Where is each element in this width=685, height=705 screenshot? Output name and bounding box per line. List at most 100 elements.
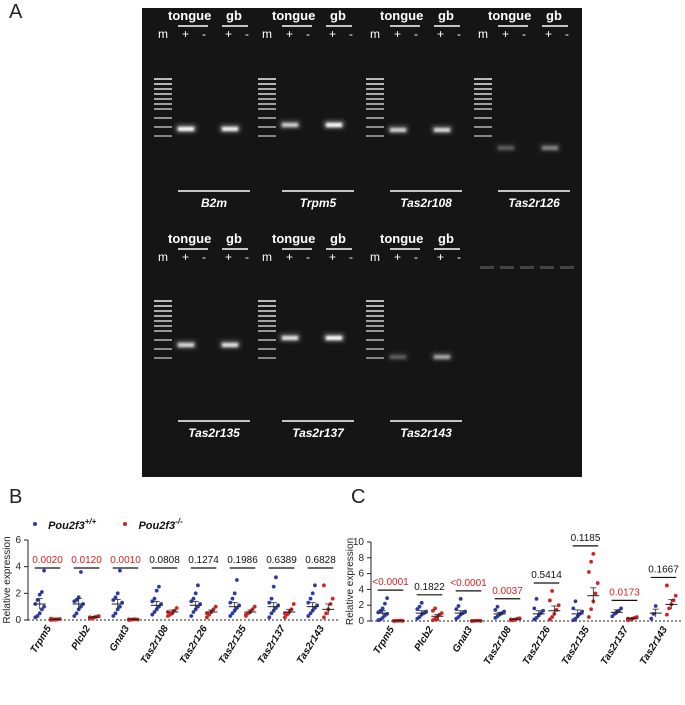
point-wt: [111, 598, 116, 602]
y-tick-label: 6: [358, 569, 364, 580]
p-value-label: 0.1986: [227, 555, 258, 566]
gel-label-tongue: tongue: [488, 8, 531, 23]
gel-ladder-band: [154, 339, 172, 341]
gel-ladder-band: [366, 108, 384, 110]
x-category-label: Tas2r108: [139, 623, 171, 666]
gel-label-lane: +: [437, 27, 444, 41]
point-ko: [439, 611, 444, 615]
gel-ladder-band: [366, 320, 384, 322]
point-ko: [205, 615, 209, 620]
gel-label-tongue: tongue: [380, 231, 423, 246]
gel-ladder-band: [474, 117, 492, 119]
gel-label-lane: +: [286, 27, 293, 41]
gel-label-lane: +: [286, 250, 293, 264]
point-ko: [244, 612, 248, 617]
gel-label-lane: -: [245, 250, 249, 264]
point-ko: [589, 559, 593, 564]
gel-ladder-band: [258, 103, 276, 105]
gel-ladder-band: [474, 103, 492, 105]
point-wt: [228, 600, 233, 605]
point-ko: [595, 581, 600, 585]
gel-ladder-band: [154, 320, 172, 322]
gel-label-lane: +: [182, 27, 189, 41]
gel-band: [282, 123, 298, 127]
point-wt: [35, 614, 40, 618]
point-ko: [665, 583, 669, 588]
point-ko: [550, 615, 554, 619]
point-wt: [113, 595, 118, 600]
point-wt: [580, 609, 584, 614]
gel-gene-label: Tas2r108: [400, 196, 452, 210]
gel-ladder-band: [258, 300, 276, 302]
gel-label-lane: -: [414, 250, 418, 264]
gel-ladder-band: [154, 98, 172, 100]
x-category-label: Gnat3: [108, 623, 133, 653]
gel-ladder-band: [366, 126, 384, 128]
point-ko: [634, 615, 639, 619]
p-value-label: 0.6828: [305, 555, 336, 566]
gel-ladder-band: [154, 88, 172, 90]
gel-label-lane: -: [306, 27, 310, 41]
point-wt: [74, 611, 79, 616]
point-ko: [174, 606, 179, 610]
gel-ladder-band: [258, 315, 276, 317]
gel-label-marker: m: [262, 27, 272, 41]
gel-ladder-band: [154, 126, 172, 128]
legend-ko-dot: [123, 522, 128, 527]
y-tick-label: 0: [358, 616, 364, 627]
gel-ladder-band: [258, 305, 276, 307]
point-wt: [385, 596, 389, 600]
gel-ladder-band: [258, 339, 276, 341]
point-wt: [306, 600, 311, 605]
gel-label-lane: -: [457, 27, 461, 41]
point-wt: [267, 600, 272, 605]
x-category-label: Trpm5: [372, 624, 398, 656]
gel-gene-label: Tas2r126: [508, 196, 560, 210]
x-category-label: Tas2r143: [295, 623, 327, 666]
x-category-label: Tas2r135: [217, 623, 249, 666]
gel-band: [178, 127, 194, 131]
point-ko: [591, 551, 596, 556]
point-wt: [79, 604, 83, 609]
point-ko: [283, 615, 287, 620]
y-tick-label: 8: [358, 553, 364, 564]
gel-ladder-band: [154, 103, 172, 105]
point-wt: [271, 584, 276, 589]
gel-label-lane: +: [437, 250, 444, 264]
p-value-label: 0.0173: [609, 587, 640, 598]
gel-label-gb: gb: [438, 231, 454, 246]
gel-label-gb: gb: [226, 231, 242, 246]
gel-ladder-band: [258, 83, 276, 85]
gel-ladder-band: [474, 93, 492, 95]
point-wt: [653, 604, 658, 608]
panel-letter-a: A: [9, 1, 23, 23]
point-wt: [532, 606, 537, 611]
gel-ladder-band: [258, 310, 276, 312]
y-tick-label: 0: [15, 615, 21, 626]
x-category-label: Tas2r137: [599, 624, 631, 667]
point-wt: [40, 590, 44, 594]
point-ko: [548, 598, 552, 603]
point-wt: [150, 612, 155, 617]
legend: Pou2f3+/+ Pou2f3-/-: [33, 517, 183, 532]
gel-ladder-band: [366, 305, 384, 307]
gel-label-lane: +: [225, 250, 232, 264]
point-wt: [193, 607, 198, 612]
p-value-label: 0.0010: [110, 555, 141, 566]
point-wt: [113, 611, 118, 616]
point-ko: [322, 583, 326, 588]
point-ko: [554, 608, 559, 612]
x-category-label: Plcb2: [70, 623, 94, 652]
gel-label-marker: m: [370, 250, 380, 264]
p-value-label: 0.0120: [71, 555, 102, 566]
gel-well: [560, 266, 574, 269]
point-wt: [115, 607, 120, 612]
point-ko: [433, 606, 437, 611]
point-wt: [651, 611, 656, 616]
gel-ladder-band: [474, 135, 492, 137]
point-wt: [385, 611, 389, 616]
x-category-label: Tas2r126: [521, 624, 553, 667]
gel-label-marker: m: [158, 250, 168, 264]
gel-ladder-band: [366, 83, 384, 85]
gel-band: [326, 336, 342, 340]
